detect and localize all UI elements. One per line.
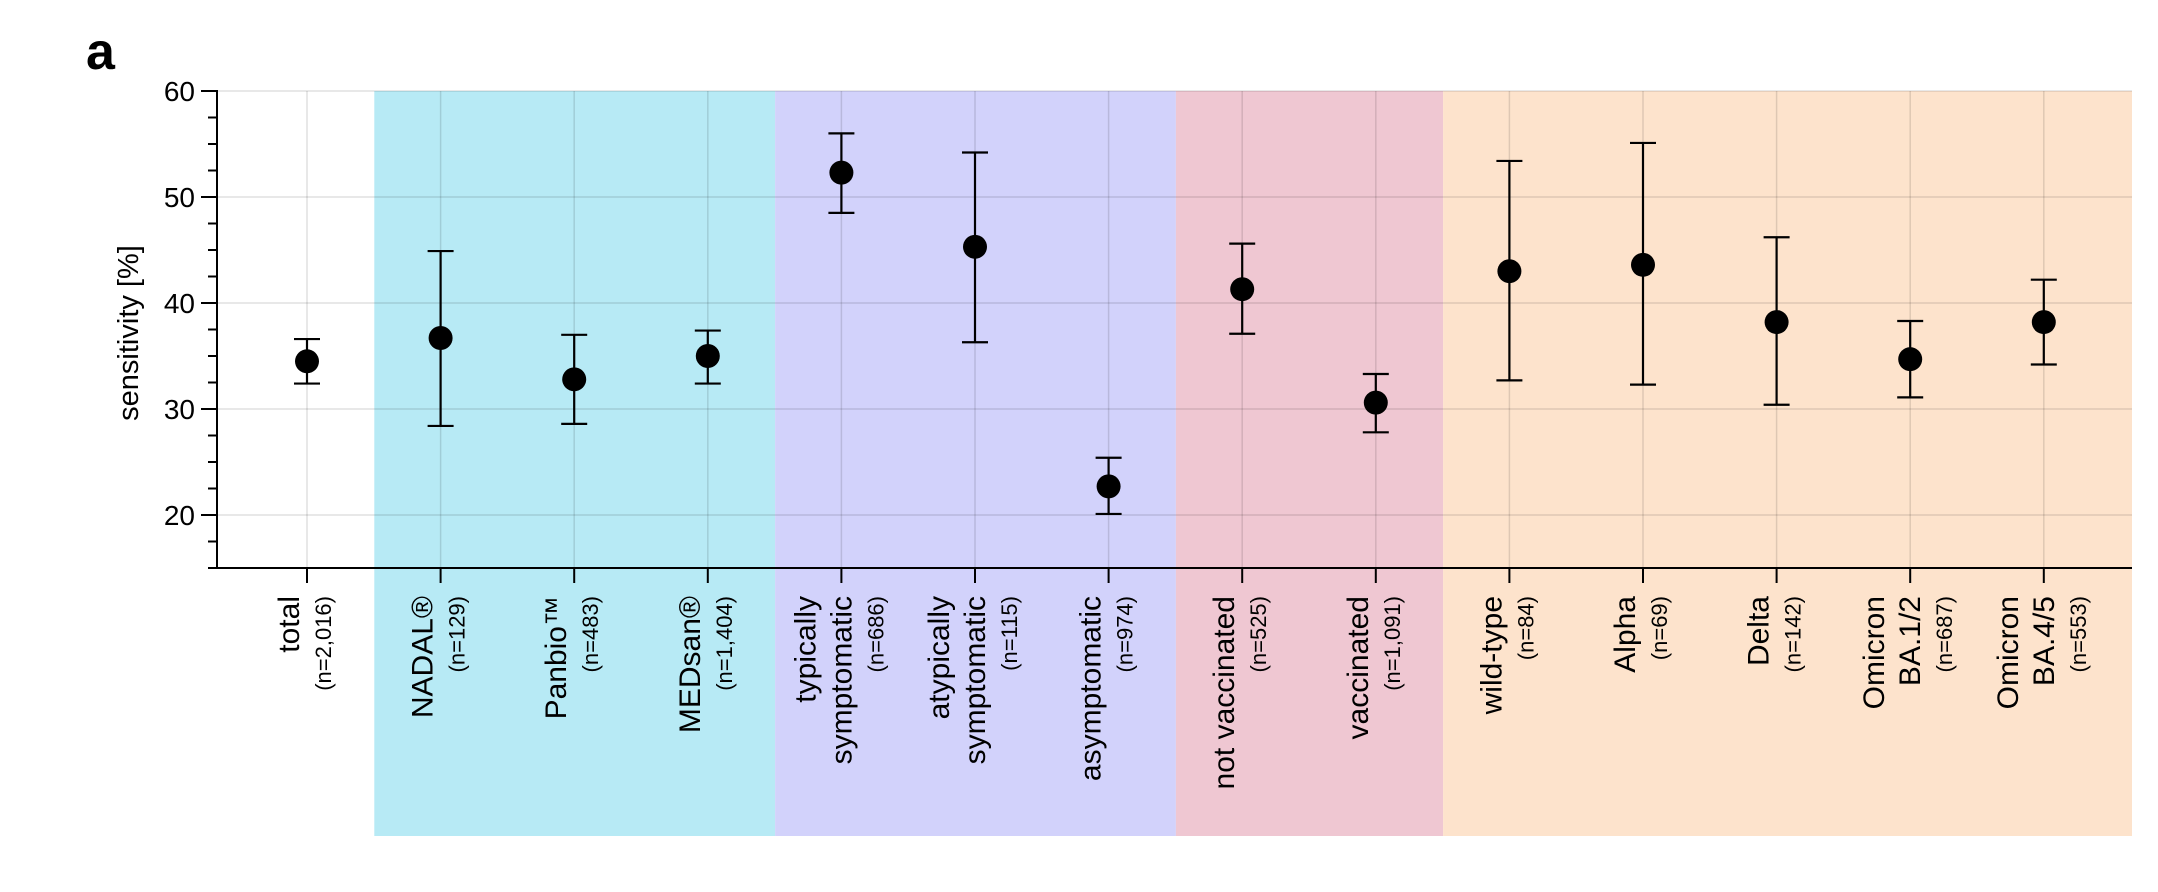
x-tick-label-7: not vaccinated bbox=[1208, 596, 1241, 789]
data-point-4 bbox=[829, 160, 854, 185]
x-tick-label-1: NADAL® bbox=[407, 596, 440, 718]
y-tick-label: 40 bbox=[164, 288, 195, 319]
x-tick-n-1: (n=129) bbox=[445, 596, 470, 672]
x-tick-n-3: (n=1,404) bbox=[712, 596, 737, 691]
x-tick-n-0: (n=2,016) bbox=[311, 596, 336, 691]
x-tick-n-10: (n=69) bbox=[1647, 596, 1672, 660]
group-band-variant bbox=[1443, 91, 2132, 836]
group-band-test bbox=[374, 91, 776, 836]
x-tick-n-9: (n=84) bbox=[1513, 596, 1538, 660]
x-tick-n-4: (n=686) bbox=[863, 596, 888, 672]
x-ticks bbox=[306, 568, 2045, 583]
x-tick-label-5: symptomatic bbox=[959, 596, 992, 764]
y-ticks: 20 30 40 50 60 bbox=[164, 76, 217, 569]
data-point-11 bbox=[1764, 310, 1789, 335]
x-tick-n-5: (n=115) bbox=[997, 596, 1022, 671]
data-point-8 bbox=[1363, 390, 1388, 415]
y-tick-label: 50 bbox=[164, 182, 195, 213]
x-tick-n-7: (n=525) bbox=[1246, 596, 1271, 672]
y-tick-label: 20 bbox=[164, 500, 195, 531]
data-point-7 bbox=[1230, 277, 1255, 302]
x-tick-n-11: (n=142) bbox=[1781, 596, 1806, 672]
y-axis-label: sensitivity [%] bbox=[113, 245, 145, 421]
data-point-12 bbox=[1898, 347, 1923, 372]
x-tick-label-9: wild-type bbox=[1475, 596, 1508, 715]
data-points bbox=[295, 160, 2056, 499]
y-tick-label: 30 bbox=[164, 394, 195, 425]
data-point-2 bbox=[562, 367, 587, 392]
y-tick-label: 60 bbox=[164, 76, 195, 107]
x-tick-labels: total (n=2,016) NADAL® (n=129) Panbio™ (n=483… bbox=[273, 596, 2091, 790]
data-point-13 bbox=[2031, 310, 2056, 335]
x-tick-n-2: (n=483) bbox=[578, 596, 603, 672]
data-point-1 bbox=[428, 325, 453, 350]
x-tick-n-6: (n=974) bbox=[1113, 596, 1138, 672]
x-tick-label-0: total bbox=[273, 596, 306, 653]
x-tick-label-4: typically bbox=[789, 596, 822, 703]
x-tick-label-12: Omicron bbox=[1858, 596, 1891, 709]
x-tick-label-3: MEDsan® bbox=[674, 596, 707, 733]
data-point-5 bbox=[963, 234, 987, 259]
x-tick-label-11: Delta bbox=[1743, 596, 1776, 666]
x-tick-n-12: (n=687) bbox=[1932, 596, 1957, 672]
x-tick-label-13: Omicron bbox=[1992, 596, 2025, 709]
panel-letter: a bbox=[86, 23, 116, 81]
x-tick-label-6: asymptomatic bbox=[1075, 596, 1108, 781]
x-tick-n-13: (n=553) bbox=[2066, 596, 2091, 672]
x-tick-n-8: (n=1,091) bbox=[1380, 596, 1405, 691]
x-tick-label-2: Panbio™ bbox=[540, 596, 573, 719]
x-tick-label-13: BA.4/5 bbox=[2028, 596, 2061, 686]
x-tick-label-12: BA.1/2 bbox=[1894, 596, 1927, 686]
data-point-6 bbox=[1096, 474, 1121, 499]
data-point-3 bbox=[695, 344, 720, 368]
x-tick-label-5: atypically bbox=[923, 596, 956, 719]
group-band-vaccination bbox=[1175, 91, 1444, 836]
x-tick-label-8: vaccinated bbox=[1342, 596, 1375, 739]
x-tick-label-10: Alpha bbox=[1609, 596, 1642, 673]
data-point-0 bbox=[295, 349, 319, 374]
data-point-10 bbox=[1631, 252, 1655, 277]
data-point-9 bbox=[1497, 259, 1522, 284]
group-bands bbox=[374, 91, 2132, 836]
x-tick-label-4: symptomatic bbox=[825, 596, 858, 764]
